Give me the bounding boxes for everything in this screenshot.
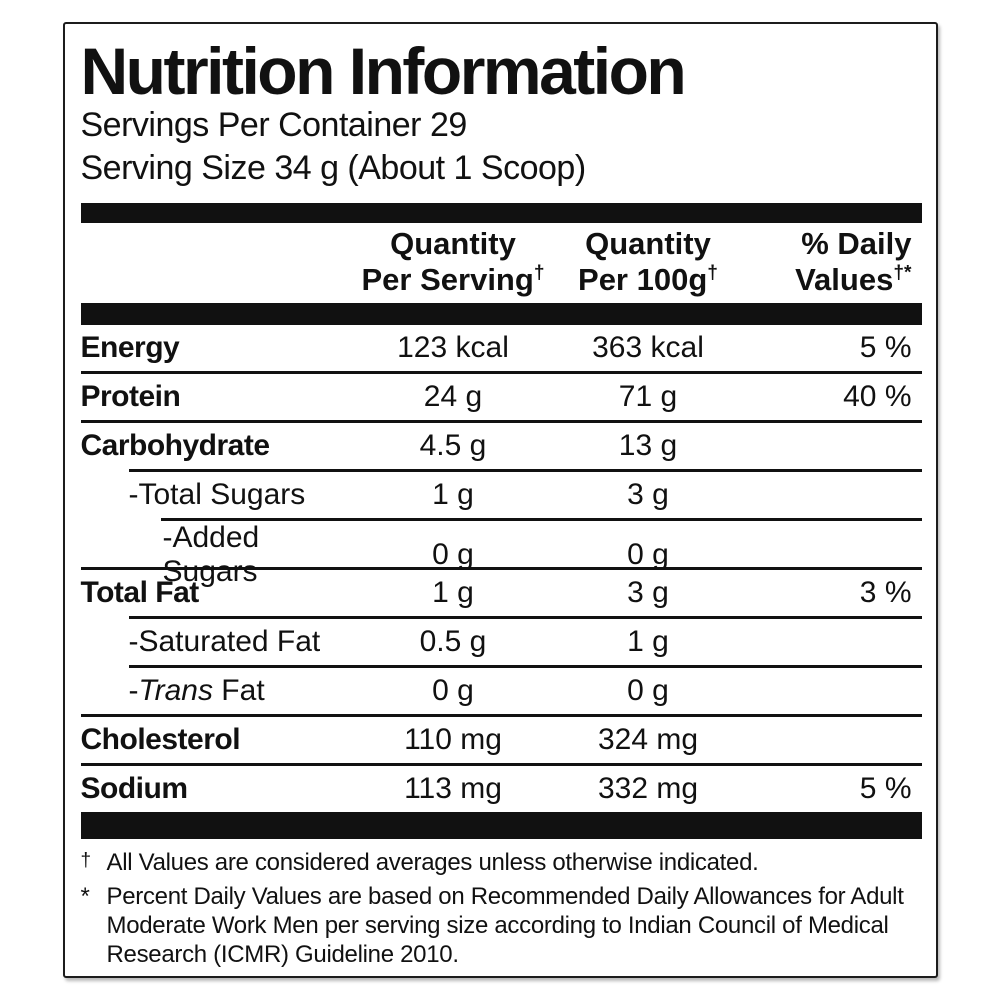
dagger-mark: † <box>707 262 718 284</box>
cell-daily-value: 40 % <box>843 380 912 413</box>
nutrition-label: Nutrition Information Servings Per Conta… <box>62 22 938 978</box>
cell-quantity-per-100g: 1 g <box>627 625 669 658</box>
nutrient-table: Energy 123 kcal 363 kcal 5 % Protein 24 … <box>80 325 922 812</box>
nutrient-row-total-fat: Total Fat 1 g 3 g 3 % <box>81 570 922 616</box>
cell-quantity-per-serving: 0 g <box>432 538 474 571</box>
nutrient-row-energy: Energy 123 kcal 363 kcal 5 % <box>81 325 922 371</box>
footnote-text: All Values are considered averages unles… <box>106 849 759 876</box>
cell-name: Carbohydrate <box>80 429 271 462</box>
row-separator <box>80 371 922 374</box>
cell-quantity-per-100g: 0 g <box>627 674 669 707</box>
asterisk-mark: * <box>80 883 90 910</box>
cell-quantity-per-100g: 3 g <box>627 576 669 609</box>
cell-name: Sodium <box>80 772 189 805</box>
cell-name: Total Fat <box>80 576 200 609</box>
row-separator <box>160 518 922 521</box>
cell-quantity-per-serving: 0 g <box>432 674 474 707</box>
cell-quantity-per-serving: 123 kcal <box>397 331 509 364</box>
divider-bar-top <box>80 203 922 223</box>
column-header-line: % Daily <box>801 226 912 261</box>
cell-daily-value: 5 % <box>859 772 912 805</box>
footnote-asterisk: * Percent Daily Values are based on Reco… <box>81 882 922 969</box>
cell-quantity-per-serving: 1 g <box>432 576 474 609</box>
column-header-line: Quantity <box>390 226 516 261</box>
cell-quantity-per-serving: 4.5 g <box>419 429 487 462</box>
cell-daily-value: 5 % <box>859 331 912 364</box>
row-separator <box>128 665 922 668</box>
row-separator <box>80 714 922 717</box>
column-header-line: Quantity <box>585 226 711 261</box>
nutrient-row-carbohydrate: Carbohydrate 4.5 g 13 g <box>81 423 922 469</box>
column-header-line: Per Serving† <box>361 262 545 297</box>
divider-bar-bottom <box>80 812 922 839</box>
cell-quantity-per-serving: 0.5 g <box>419 625 487 658</box>
cell-name: Cholesterol <box>80 723 241 756</box>
nutrient-row-saturated-fat: -Saturated Fat 0.5 g 1 g <box>81 619 922 665</box>
nutrient-row-added-sugars: -Added Sugars 0 g 0 g <box>81 521 922 588</box>
divider-bar-header <box>80 303 922 325</box>
cell-quantity-per-serving: 24 g <box>423 380 483 413</box>
nutrient-row-protein: Protein 24 g 71 g 40 % <box>81 374 922 420</box>
column-header-quantity-per-serving: Quantity Per Serving† <box>356 226 551 298</box>
cell-quantity-per-100g: 3 g <box>627 478 669 511</box>
nutrient-row-trans-fat: -Trans Fat 0 g 0 g <box>81 668 922 714</box>
cell-quantity-per-100g: 363 kcal <box>592 331 704 364</box>
cell-quantity-per-100g: 71 g <box>618 380 678 413</box>
footnotes: † All Values are considered averages unl… <box>81 848 922 969</box>
cell-quantity-per-100g: 324 mg <box>597 723 699 756</box>
cell-name: -Total Sugars <box>128 478 306 511</box>
cell-name: -Trans Fat <box>128 674 265 707</box>
column-header-daily-values: % Daily Values†* <box>746 226 922 298</box>
nutrient-row-cholesterol: Cholesterol 110 mg 324 mg <box>81 717 922 763</box>
table-header-row: Quantity Per Serving† Quantity Per 100g†… <box>81 223 922 303</box>
cell-name: -Added Sugars <box>162 521 260 588</box>
row-separator <box>128 616 922 619</box>
cell-name: Protein <box>80 380 181 413</box>
cell-name: -Saturated Fat <box>128 625 321 658</box>
cell-quantity-per-serving: 110 mg <box>404 723 502 756</box>
label-title: Nutrition Information <box>80 34 687 108</box>
footnote-dagger: † All Values are considered averages unl… <box>81 848 922 877</box>
serving-size: Serving Size 34 g (About 1 Scoop) <box>80 149 587 187</box>
column-header-line: Values†* <box>795 262 912 297</box>
cell-name: Energy <box>80 331 180 364</box>
column-header-quantity-per-100g: Quantity Per 100g† <box>551 226 746 298</box>
dagger-mark: † <box>80 850 92 871</box>
cell-quantity-per-100g: 13 g <box>618 429 678 462</box>
dagger-asterisk-mark: †* <box>893 262 912 284</box>
nutrient-row-sodium: Sodium 113 mg 332 mg 5 % <box>81 766 922 812</box>
nutrient-row-total-sugars: -Total Sugars 1 g 3 g <box>81 472 922 518</box>
servings-per-container: Servings Per Container 29 <box>80 106 468 144</box>
row-separator <box>80 420 922 423</box>
column-header-line: Per 100g† <box>578 262 718 297</box>
cell-quantity-per-100g: 332 mg <box>597 772 699 805</box>
cell-quantity-per-100g: 0 g <box>627 538 669 571</box>
row-separator <box>80 763 922 766</box>
cell-quantity-per-serving: 113 mg <box>404 772 502 805</box>
row-separator <box>80 567 922 570</box>
row-separator <box>128 469 922 472</box>
trans-italic-word: Trans <box>138 674 213 707</box>
footnote-text: Percent Daily Values are based on Recomm… <box>106 883 904 968</box>
dagger-mark: † <box>533 262 545 284</box>
cell-daily-value: 3 % <box>859 576 912 609</box>
cell-quantity-per-serving: 1 g <box>432 478 474 511</box>
